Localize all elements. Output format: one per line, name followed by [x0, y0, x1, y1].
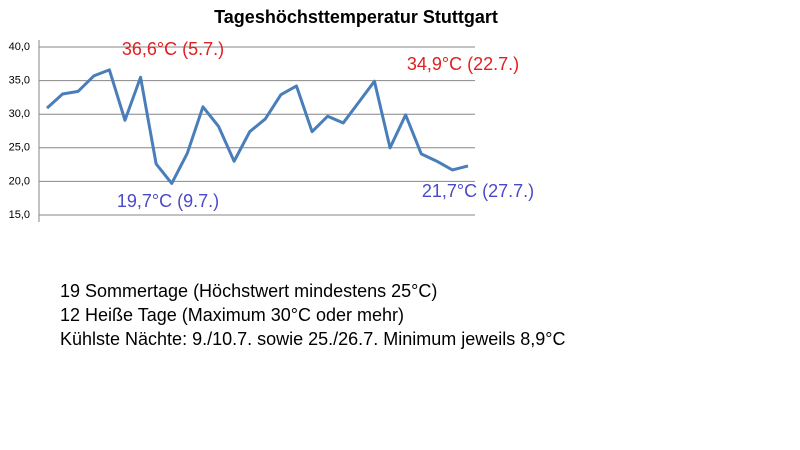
annotation: 19,7°C (9.7.) [117, 191, 219, 211]
data-line [45, 68, 469, 185]
note: Kühlste Nächte: 9./10.7. sowie 25./26.7.… [60, 329, 565, 349]
y-tick-label: 20,0 [9, 175, 30, 187]
annotation: 21,7°C (27.7.) [422, 181, 534, 201]
chart-title: Tageshöchsttemperatur Stuttgart [214, 7, 498, 27]
y-tick-label: 40,0 [9, 41, 30, 53]
note: 19 Sommertage (Höchstwert mindestens 25°… [60, 281, 437, 301]
y-tick-label: 30,0 [9, 108, 30, 120]
y-tick-label: 15,0 [9, 209, 30, 221]
annotation: 36,6°C (5.7.) [122, 39, 224, 59]
annotation: 34,9°C (22.7.) [407, 54, 519, 74]
note: 12 Heiße Tage (Maximum 30°C oder mehr) [60, 305, 404, 325]
y-tick-label: 35,0 [9, 75, 30, 87]
y-tick-label: 25,0 [9, 142, 30, 154]
